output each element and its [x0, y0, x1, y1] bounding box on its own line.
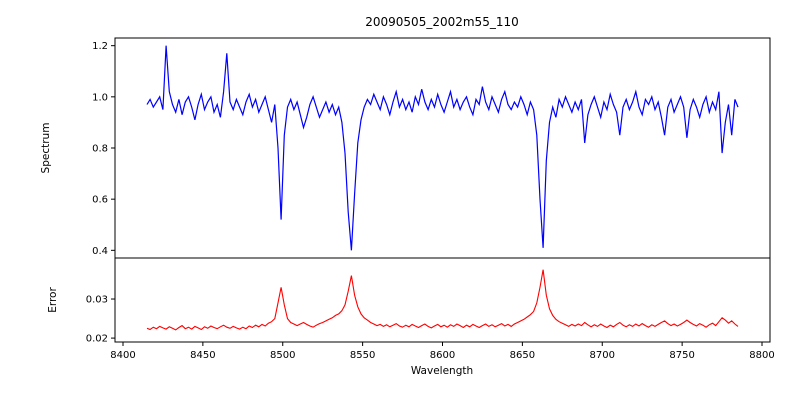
y-tick-label: 0.02	[86, 334, 108, 345]
y-tick-label: 0.03	[86, 295, 108, 306]
x-tick-label: 8600	[430, 350, 455, 361]
error-y-axis-label: Error	[47, 287, 59, 313]
y-tick-label: 1.0	[92, 92, 108, 103]
y-tick-label: 0.4	[92, 246, 108, 257]
spectrum-panel-border	[114, 37, 771, 259]
error-panel-border	[114, 257, 771, 343]
y-tick-label: 1.2	[92, 41, 108, 52]
error-y-ticks: 0.02 0.03	[86, 295, 115, 345]
spectrum-line	[146, 45, 739, 251]
x-tick-label: 8800	[749, 350, 774, 361]
x-tick-label: 8650	[510, 350, 535, 361]
chart-title: 20090505_2002m55_110	[365, 15, 518, 29]
y-tick-label: 0.6	[92, 195, 108, 206]
x-tick-label: 8500	[270, 350, 295, 361]
x-tick-label: 8450	[190, 350, 215, 361]
x-tick-label: 8550	[350, 350, 375, 361]
x-axis-label: Wavelength	[411, 365, 473, 377]
x-tick-label: 8400	[110, 350, 135, 361]
error-line	[146, 269, 739, 331]
spectrum-y-axis-label: Spectrum	[40, 123, 52, 174]
x-tick-label: 8700	[590, 350, 615, 361]
y-tick-label: 0.8	[92, 144, 108, 155]
spectrum-y-ticks: 0.4 0.6 0.8 1.0 1.2	[92, 41, 115, 257]
x-ticks: 8400 8450 8500 8550 8600 8650 8700 8750 8800	[110, 342, 775, 361]
x-tick-label: 8750	[669, 350, 694, 361]
